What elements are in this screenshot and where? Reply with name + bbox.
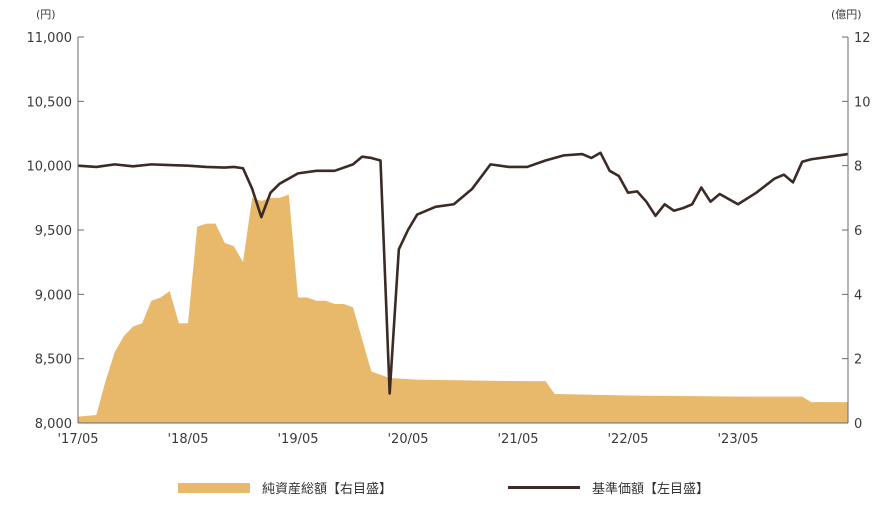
right-tick-label: 12 xyxy=(854,31,871,46)
legend-label-nav: 基準価額【左目盛】 xyxy=(592,482,710,497)
right-tick-label: 0 xyxy=(854,417,862,432)
left-tick-label: 8,000 xyxy=(35,417,72,432)
left-tick-label: 10,500 xyxy=(27,95,73,110)
left-tick-label: 11,000 xyxy=(27,31,73,46)
net-assets-area-layer xyxy=(78,194,848,423)
nav-line xyxy=(77,151,849,395)
legend: 純資産総額【右目盛】 基準価額【左目盛】 xyxy=(0,478,875,504)
legend-swatch-nav xyxy=(508,486,580,489)
legend-swatch-net-assets xyxy=(178,482,250,493)
x-tick-label: '17/05 xyxy=(57,432,98,447)
left-tick-label: 9,000 xyxy=(35,288,72,303)
nav-line-layer xyxy=(77,151,849,395)
right-axis-ticks: 0 2 4 6 8 10 12 xyxy=(842,31,871,432)
right-tick-label: 4 xyxy=(854,288,862,303)
left-axis-ticks: 8,000 8,500 9,000 9,500 10,000 10,500 11,000 xyxy=(27,31,84,432)
right-tick-label: 2 xyxy=(854,353,862,368)
x-tick-label: '21/05 xyxy=(497,432,538,447)
left-tick-label: 10,000 xyxy=(27,160,73,175)
right-tick-label: 8 xyxy=(854,160,862,175)
left-tick-label: 9,500 xyxy=(35,224,72,239)
left-axis-unit: (円) xyxy=(36,8,56,21)
x-tick-label: '22/05 xyxy=(607,432,648,447)
x-tick-label: '18/05 xyxy=(167,432,208,447)
legend-label-net-assets: 純資産総額【右目盛】 xyxy=(262,482,393,497)
x-tick-label: '20/05 xyxy=(387,432,428,447)
right-tick-label: 10 xyxy=(854,95,871,110)
x-tick-label: '23/05 xyxy=(717,432,758,447)
legend-item-nav: 基準価額【左目盛】 xyxy=(508,478,709,497)
left-tick-label: 8,500 xyxy=(35,353,72,368)
right-tick-label: 6 xyxy=(854,224,862,239)
right-axis-unit: (億円) xyxy=(831,8,862,21)
net-assets-area xyxy=(78,194,848,423)
x-tick-label: '19/05 xyxy=(277,432,318,447)
legend-item-net-assets: 純資産総額【右目盛】 xyxy=(178,478,392,497)
